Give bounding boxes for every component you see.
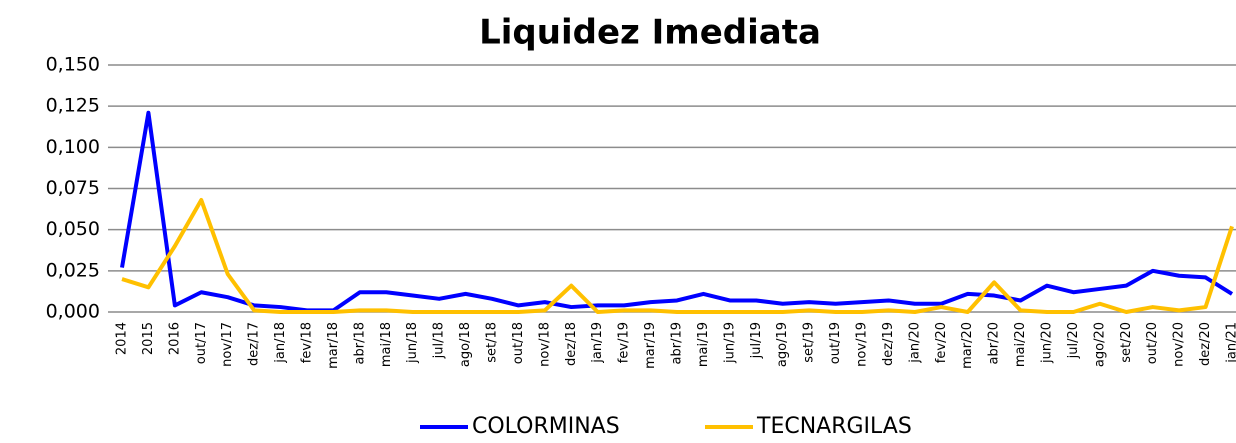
x-tick-label: mai/19 bbox=[696, 322, 711, 367]
x-tick-label: 2016 bbox=[167, 322, 182, 355]
x-tick-label: out/18 bbox=[511, 322, 526, 364]
x-tick-label: ago/19 bbox=[775, 322, 790, 367]
x-tick-label: nov/18 bbox=[537, 322, 552, 367]
x-tick-label: fev/20 bbox=[934, 322, 949, 363]
y-tick-label: 0,125 bbox=[46, 95, 100, 117]
x-tick-label: dez/20 bbox=[1198, 322, 1213, 366]
legend-label: TECNARGILAS bbox=[756, 414, 912, 439]
x-tick-label: mai/20 bbox=[1013, 322, 1028, 367]
x-tick-label: dez/17 bbox=[247, 322, 262, 366]
x-tick-label: jan/20 bbox=[907, 322, 922, 364]
y-tick-label: 0,100 bbox=[46, 136, 100, 158]
x-tick-label: nov/17 bbox=[220, 322, 235, 367]
x-tick-label: out/20 bbox=[1145, 322, 1160, 364]
x-tick-label: jun/20 bbox=[1040, 322, 1055, 364]
x-tick-label: set/18 bbox=[485, 322, 500, 363]
x-tick-label: ago/18 bbox=[458, 322, 473, 367]
legend-label: COLORMINAS bbox=[472, 414, 620, 439]
x-tick-label: jun/18 bbox=[405, 322, 420, 364]
x-tick-label: abr/20 bbox=[987, 322, 1002, 365]
x-tick-label: 2014 bbox=[115, 322, 130, 355]
y-tick-label: 0,000 bbox=[46, 301, 100, 323]
x-tick-label: nov/19 bbox=[855, 322, 870, 367]
x-tick-label: out/19 bbox=[828, 322, 843, 364]
x-tick-label: 2015 bbox=[141, 322, 156, 355]
x-tick-label: jul/19 bbox=[749, 322, 764, 359]
x-tick-label: jul/18 bbox=[432, 322, 447, 359]
x-tick-label: jun/19 bbox=[722, 322, 737, 364]
chart-title: Liquidez Imediata bbox=[479, 13, 821, 53]
x-tick-label: abr/18 bbox=[352, 322, 367, 365]
x-tick-label: ago/20 bbox=[1092, 322, 1107, 367]
series-line bbox=[122, 113, 1232, 311]
x-tick-label: mai/18 bbox=[379, 322, 394, 367]
y-tick-label: 0,050 bbox=[46, 218, 100, 240]
x-tick-label: mar/18 bbox=[326, 322, 341, 369]
x-tick-label: abr/19 bbox=[670, 322, 685, 365]
x-tick-label: nov/20 bbox=[1172, 322, 1187, 367]
series-line bbox=[122, 200, 1232, 312]
x-tick-label: dez/18 bbox=[564, 322, 579, 366]
x-tick-label: set/19 bbox=[802, 322, 817, 363]
x-tick-label: jul/20 bbox=[1066, 322, 1081, 359]
x-tick-label: dez/19 bbox=[881, 322, 896, 366]
x-tick-label: set/20 bbox=[1119, 322, 1134, 363]
y-tick-label: 0,150 bbox=[46, 54, 100, 76]
x-tick-label: mar/20 bbox=[960, 322, 975, 369]
x-tick-label: jan/21 bbox=[1225, 322, 1236, 364]
x-tick-label: out/17 bbox=[194, 322, 209, 364]
x-tick-label: fev/19 bbox=[617, 322, 632, 363]
y-tick-label: 0,025 bbox=[46, 259, 100, 281]
x-tick-label: fev/18 bbox=[300, 322, 315, 363]
x-tick-label: jan/19 bbox=[590, 322, 605, 364]
x-tick-label: jan/18 bbox=[273, 322, 288, 364]
y-tick-label: 0,075 bbox=[46, 177, 100, 199]
x-tick-label: mar/19 bbox=[643, 322, 658, 369]
